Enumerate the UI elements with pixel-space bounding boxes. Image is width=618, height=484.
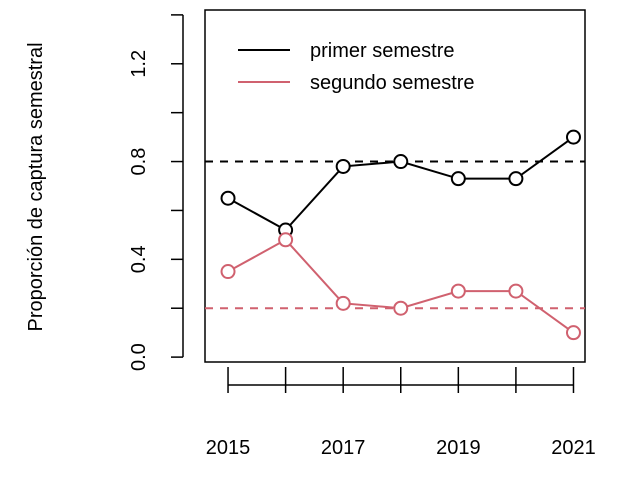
x-axis: 2015 2017 2019 2021: [206, 367, 596, 459]
legend: primer semestre segundo semestre: [238, 40, 475, 94]
data-point-series-0-2018: [393, 154, 409, 170]
data-point-series-1-2015: [220, 264, 236, 280]
data-point-series-0-2021: [565, 129, 581, 145]
data-point-series-0-2017: [335, 158, 351, 174]
x-tick-label: 2021: [551, 437, 596, 459]
reference-lines: [205, 160, 585, 310]
y-axis: 0.0 0.4 0.8 1.2: [128, 14, 184, 371]
y-tick-label: 0.8: [128, 148, 150, 176]
x-tick-label: 2015: [206, 437, 251, 459]
data-point-series-0-2020: [508, 171, 524, 187]
data-point-series-1-2016: [278, 232, 294, 248]
legend-label-0: primer semestre: [310, 40, 454, 62]
data-point-series-1-2019: [450, 283, 466, 299]
data-point-series-1-2018: [393, 300, 409, 316]
series-line-0: [227, 136, 575, 232]
data-point-series-1-2020: [508, 283, 524, 299]
data-point-series-0-2015: [220, 190, 236, 206]
plot-frame: [204, 9, 586, 363]
y-tick-label: 0.0: [128, 343, 150, 371]
series-points: [220, 129, 581, 341]
data-point-series-0-2019: [450, 171, 466, 187]
x-tick-label: 2019: [436, 437, 481, 459]
y-axis-label: Proporción de captura semestral: [25, 42, 47, 331]
series-line-1: [227, 238, 575, 334]
data-point-series-1-2017: [335, 295, 351, 311]
y-tick-label: 1.2: [128, 50, 150, 78]
x-tick-label: 2017: [321, 437, 366, 459]
legend-label-1: segundo semestre: [310, 72, 475, 94]
y-tick-label: 0.4: [128, 245, 150, 273]
data-point-series-1-2021: [565, 325, 581, 341]
